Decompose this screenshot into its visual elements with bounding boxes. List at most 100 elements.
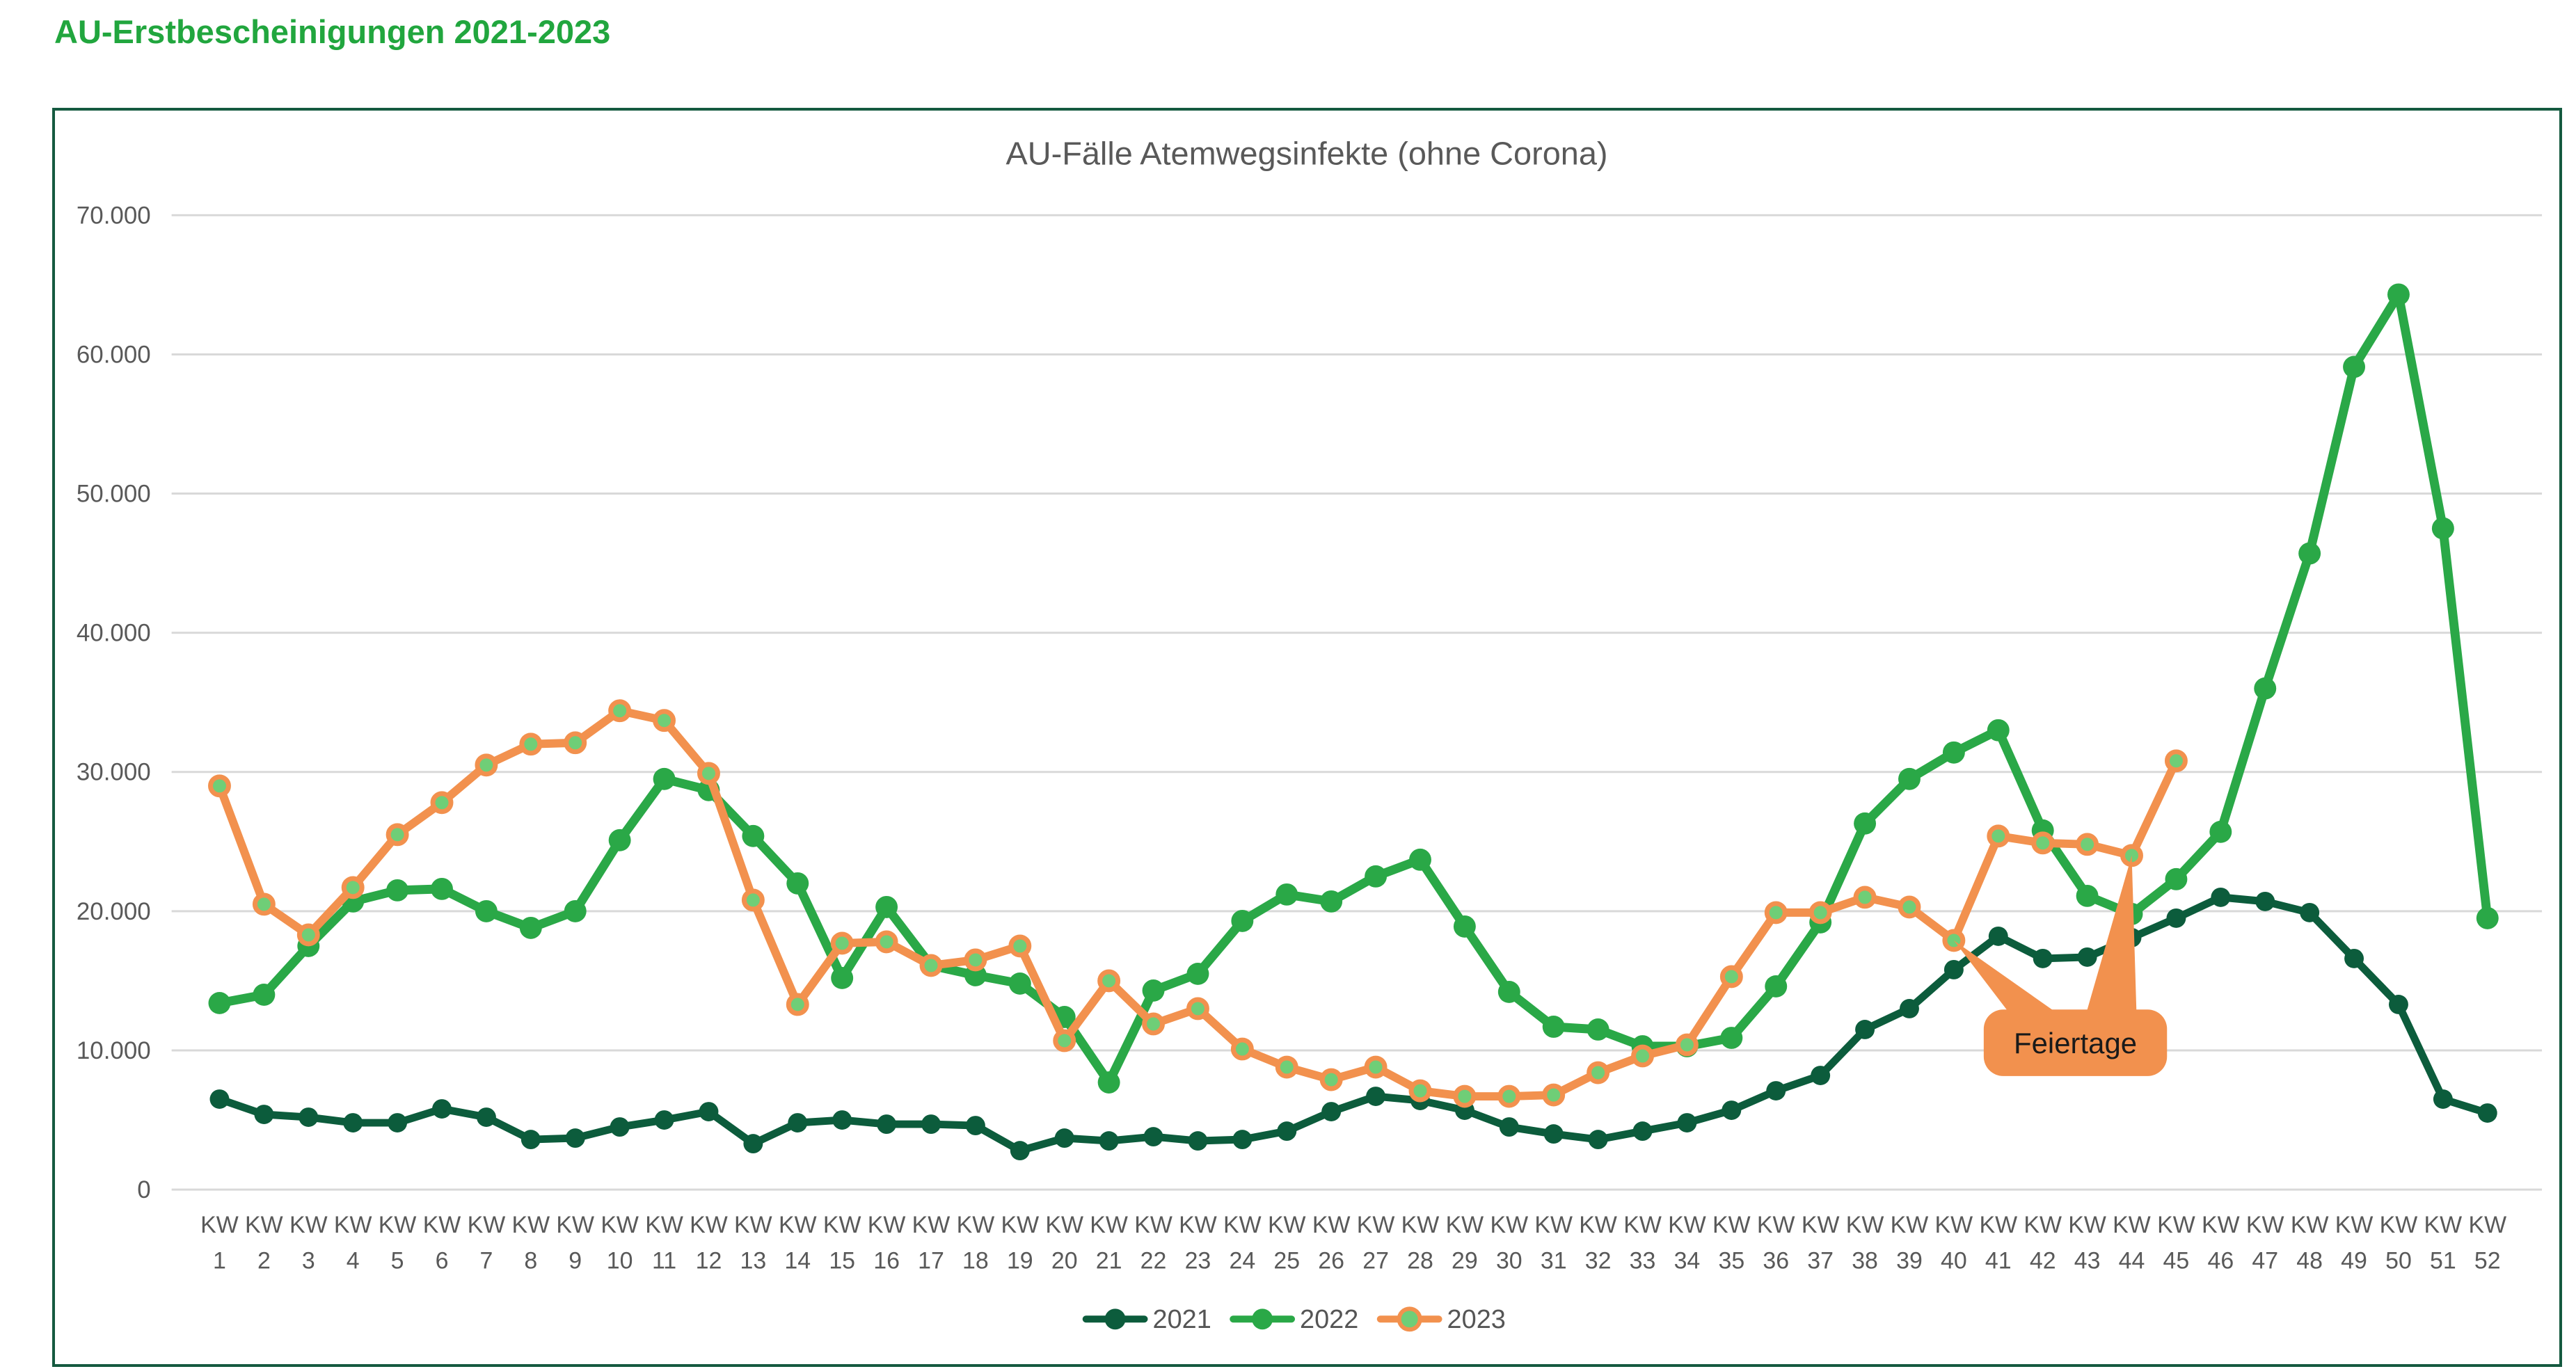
x-axis-tick-label: 17 bbox=[918, 1248, 944, 1274]
series-2022-point bbox=[2165, 867, 2188, 890]
series-2022-point bbox=[1275, 883, 1298, 906]
x-axis-tick-label: 38 bbox=[1852, 1248, 1878, 1274]
series-2022-point bbox=[875, 895, 898, 918]
x-axis-tick-label: 45 bbox=[2163, 1248, 2190, 1274]
x-axis-tick-label: 11 bbox=[652, 1248, 676, 1274]
series-2023-point bbox=[1587, 1061, 1610, 1084]
series-2022-point bbox=[253, 984, 276, 1006]
series-2023-point bbox=[2164, 749, 2188, 773]
series-2021-point bbox=[877, 1114, 897, 1134]
series-2023-point bbox=[1142, 1012, 1166, 1036]
y-axis-tick-label: 30.000 bbox=[77, 759, 151, 786]
series-2021-point bbox=[832, 1110, 852, 1130]
x-axis-tick-label-prefix: KW bbox=[690, 1212, 728, 1238]
series-2021-point bbox=[2388, 995, 2408, 1014]
x-axis-tick-label-prefix: KW bbox=[957, 1212, 995, 1238]
x-axis-tick-label-prefix: KW bbox=[1891, 1212, 1929, 1238]
x-axis-tick-label-prefix: KW bbox=[1357, 1212, 1395, 1238]
x-axis-tick-label: 21 bbox=[1096, 1248, 1122, 1274]
x-axis-tick-label-prefix: KW bbox=[1179, 1212, 1217, 1238]
x-axis-tick-label: 4 bbox=[347, 1248, 360, 1274]
series-2023-point bbox=[919, 954, 943, 977]
x-axis-tick-label: 5 bbox=[391, 1248, 404, 1274]
x-axis-tick-label: 33 bbox=[1630, 1248, 1656, 1274]
series-2021-point bbox=[1722, 1100, 1742, 1120]
x-axis-tick-label: 28 bbox=[1407, 1248, 1433, 1274]
x-axis-tick-label: 50 bbox=[2385, 1248, 2412, 1274]
x-axis-tick-label: 16 bbox=[873, 1248, 900, 1274]
series-2021-point bbox=[1943, 959, 1964, 979]
series-2022-point bbox=[519, 916, 542, 939]
series-2022-point bbox=[2209, 820, 2232, 843]
legend-marker-dot-2023 bbox=[1397, 1306, 1422, 1332]
x-axis-tick-label-prefix: KW bbox=[556, 1212, 594, 1238]
series-2021-point bbox=[1366, 1087, 1386, 1106]
series-2021-point bbox=[2077, 947, 2097, 967]
series-2022-point bbox=[564, 899, 587, 922]
series-2022-point bbox=[1497, 981, 1520, 1003]
series-2021-point bbox=[1143, 1127, 1163, 1147]
series-2021-point bbox=[1811, 1066, 1831, 1085]
x-axis-tick-label: 18 bbox=[962, 1248, 989, 1274]
series-2022-point bbox=[1720, 1027, 1743, 1049]
x-axis-tick-label-prefix: KW bbox=[734, 1212, 772, 1238]
series-2021-point bbox=[343, 1113, 363, 1132]
series-2023-point bbox=[697, 762, 720, 785]
series-2021-point bbox=[1321, 1102, 1342, 1121]
series-2022-point bbox=[1898, 767, 1921, 790]
x-axis-tick-label-prefix: KW bbox=[2024, 1212, 2062, 1238]
series-2021-point bbox=[2255, 891, 2275, 911]
series-2023-point bbox=[252, 892, 276, 916]
series-2022-point bbox=[653, 767, 676, 790]
series-2022-point bbox=[2076, 884, 2099, 907]
x-axis-tick-label: 14 bbox=[784, 1248, 811, 1274]
series-2023-point bbox=[296, 923, 320, 947]
y-axis-tick-label: 0 bbox=[137, 1176, 150, 1203]
x-axis-tick-label-prefix: KW bbox=[1312, 1212, 1351, 1238]
series-2023-point bbox=[964, 948, 987, 972]
x-axis-tick-label: 20 bbox=[1051, 1248, 1078, 1274]
x-axis-tick-label: 37 bbox=[1807, 1248, 1834, 1274]
series-2023-point bbox=[1675, 1033, 1699, 1057]
series-2022-point bbox=[2343, 355, 2366, 378]
x-axis-tick-label-prefix: KW bbox=[779, 1212, 817, 1238]
x-axis-tick-label: 23 bbox=[1185, 1248, 1211, 1274]
x-axis-tick-label-prefix: KW bbox=[1001, 1212, 1039, 1238]
x-axis-tick-label-prefix: KW bbox=[1090, 1212, 1128, 1238]
series-2021-point bbox=[1188, 1131, 1208, 1151]
x-axis-tick-label-prefix: KW bbox=[1268, 1212, 1306, 1238]
series-2021-point bbox=[1988, 926, 2008, 946]
series-2021-point bbox=[1900, 999, 1919, 1018]
series-2021-point bbox=[520, 1130, 541, 1150]
series-2022-point bbox=[1008, 972, 1031, 995]
x-axis-tick-label-prefix: KW bbox=[1446, 1212, 1484, 1238]
series-2022-point bbox=[1987, 719, 2010, 742]
x-axis-tick-label-prefix: KW bbox=[2424, 1212, 2463, 1238]
series-2022-point bbox=[2254, 677, 2277, 700]
series-2023-point bbox=[2076, 833, 2099, 856]
x-axis-tick-label: 29 bbox=[1452, 1248, 1478, 1274]
series-2021-point bbox=[1766, 1081, 1786, 1100]
series-2023-point bbox=[475, 753, 498, 777]
series-2022-line bbox=[214, 289, 2492, 1087]
x-axis-tick-label-prefix: KW bbox=[1979, 1212, 2017, 1238]
y-axis-tick-label: 40.000 bbox=[77, 620, 151, 647]
x-axis-tick-label-prefix: KW bbox=[1045, 1212, 1083, 1238]
series-2022-point bbox=[1542, 1016, 1565, 1038]
page-title: AU-Erstbescheinigungen 2021-2023 bbox=[54, 13, 611, 50]
x-axis-tick-label: 6 bbox=[436, 1248, 449, 1274]
series-2022-point bbox=[2298, 542, 2321, 565]
chart-container: AU-Fälle Atemwegsinfekte (ohne Corona) 0 1… bbox=[52, 108, 2562, 1367]
series-2023-point bbox=[1497, 1084, 1521, 1108]
series-2023-point bbox=[1275, 1055, 1298, 1079]
series-2021-point bbox=[699, 1102, 719, 1121]
series-2021-point bbox=[788, 1113, 808, 1132]
series-2021-point bbox=[2211, 887, 2231, 907]
x-axis-tick-label: 8 bbox=[524, 1248, 537, 1274]
series-2023-point bbox=[385, 823, 409, 847]
x-axis-tick-label: 49 bbox=[2341, 1248, 2367, 1274]
series-2023-point bbox=[208, 774, 231, 798]
series-2023-point bbox=[1319, 1068, 1343, 1091]
x-axis-tick-label: 3 bbox=[302, 1248, 315, 1274]
series-2022-point bbox=[1765, 975, 1788, 998]
